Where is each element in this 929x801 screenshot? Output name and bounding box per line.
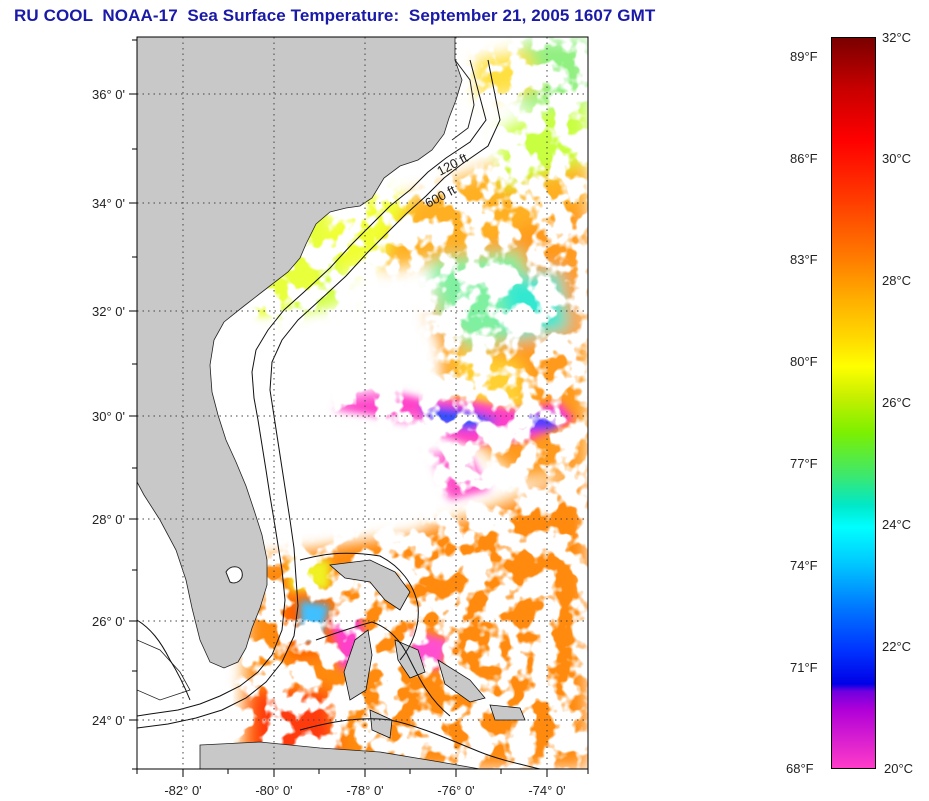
- colorbar-label-24c: 24°C: [882, 517, 912, 532]
- lat-label-36n: 36° 0': [92, 87, 125, 102]
- lat-label-34n: 34° 0': [92, 196, 125, 211]
- longitude-labels: -82° 0' -80° 0' -78° 0' -76° 0' -74° 0': [164, 783, 565, 798]
- lon-label-78w: -78° 0': [346, 783, 383, 798]
- latitude-labels: 36° 0' 34° 0' 32° 0' 30° 0' 28° 0' 26° 0…: [92, 87, 125, 728]
- colorbar-label-83f: 83°F: [790, 252, 818, 267]
- colorbar-label-22c: 22°C: [882, 639, 912, 654]
- colorbar-label-68f: 68°F: [786, 761, 814, 776]
- lat-label-24n: 24° 0': [92, 713, 125, 728]
- axis-ticks: [129, 39, 589, 777]
- temperature-colorbar: [831, 37, 876, 769]
- lat-label-28n: 28° 0': [92, 512, 125, 527]
- land: [137, 37, 526, 769]
- colorbar-label-77f: 77°F: [790, 456, 818, 471]
- colorbar-label-71f: 71°F: [790, 660, 818, 675]
- lon-label-80w: -80° 0': [255, 783, 292, 798]
- map-title: RU COOL NOAA-17 Sea Surface Temperature:…: [14, 6, 656, 25]
- isobath-contours: [137, 59, 541, 769]
- colorbar-label-26c: 26°C: [882, 395, 912, 410]
- lon-label-76w: -76° 0': [437, 783, 474, 798]
- lat-label-26n: 26° 0': [92, 614, 125, 629]
- lat-label-30n: 30° 0': [92, 409, 125, 424]
- colorbar-label-32c: 32°C: [882, 30, 912, 45]
- colorbar-label-89f: 89°F: [790, 49, 818, 64]
- colorbar-label-30c: 30°C: [882, 151, 912, 166]
- colorbar-label-74f: 74°F: [790, 558, 818, 573]
- map-plot-area: 120 ft 600 ft: [137, 37, 588, 769]
- lon-label-74w: -74° 0': [528, 783, 565, 798]
- graticule: [137, 37, 588, 769]
- colorbar-label-20c: 20°C: [884, 761, 914, 776]
- lon-label-82w: -82° 0': [164, 783, 201, 798]
- lat-label-32n: 32° 0': [92, 304, 125, 319]
- colorbar-label-28c: 28°C: [882, 273, 912, 288]
- colorbar-label-80f: 80°F: [790, 354, 818, 369]
- map-frame: [136, 36, 589, 770]
- colorbar-label-86f: 86°F: [790, 151, 818, 166]
